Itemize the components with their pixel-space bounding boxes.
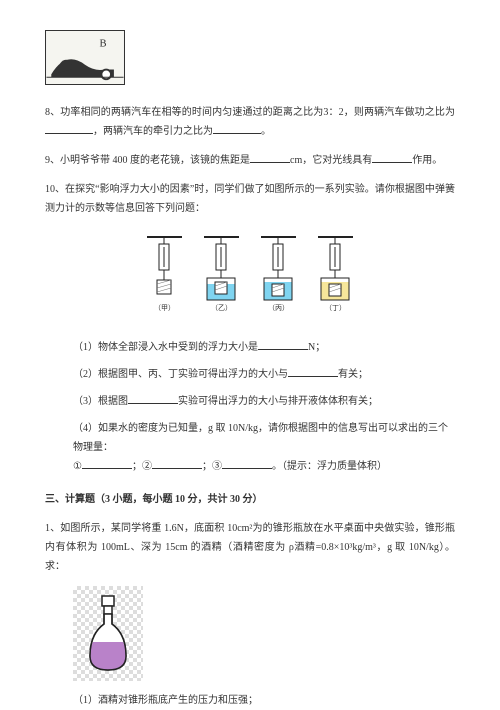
q10-sub3: （3）根据图 实验可得出浮力的大小与排开液体体积有关； bbox=[73, 392, 455, 411]
q10-s4-blank3 bbox=[222, 457, 272, 469]
q10-s1-blank bbox=[258, 338, 308, 350]
svg-text:（丁）: （丁） bbox=[325, 304, 346, 312]
q10-s2-b: 有关； bbox=[338, 369, 368, 380]
q10-s3-a: （3）根据图 bbox=[73, 396, 128, 407]
section-3-title: 三、计算题（3 小题，每小题 10 分，共计 30 分） bbox=[45, 490, 455, 509]
label-b: B bbox=[99, 38, 106, 49]
section3-q1: 1、如图所示，某同学将重 1.6N，底面积 10cm²为的锥形瓶放在水平桌面中央… bbox=[45, 519, 455, 576]
q10-s4-end: 。（提示：浮力质量体积） bbox=[272, 461, 387, 472]
svg-text:（乙）: （乙） bbox=[211, 304, 232, 312]
q9-blank-2 bbox=[372, 151, 412, 163]
q10-s2-blank bbox=[288, 365, 338, 377]
q8-text-a: 8、功率相同的两辆汽车在相等的时间内匀速通过的距离之比为3：2，则两辆汽车做功之… bbox=[45, 107, 455, 118]
q10-s4-blank2 bbox=[152, 457, 202, 469]
section3-q1-sub1: （1）酒精对锥形瓶底产生的压力和压强； bbox=[73, 691, 455, 710]
ox-cart-svg: B bbox=[46, 31, 124, 84]
q10-s1-b: N； bbox=[308, 342, 325, 353]
q8-blank-2 bbox=[213, 122, 261, 134]
q10-s4-blank1 bbox=[82, 457, 132, 469]
q10-s4-m1: ① bbox=[73, 461, 82, 472]
q8-text-c: 。 bbox=[261, 126, 271, 137]
experiment-diagram: （甲） （乙） （丙） bbox=[45, 232, 455, 324]
q9-text-c: 作用。 bbox=[412, 155, 442, 166]
flask-figure bbox=[73, 586, 143, 681]
question-9: 9、小明爷爷带 400 度的老花镜，该镜的焦距是 cm，它对光线具有 作用。 bbox=[45, 151, 455, 170]
question-10: 10、在探究“影响浮力大小的因素”时，同学们做了如图所示的一系列实验。请你根据图… bbox=[45, 180, 455, 218]
question-8: 8、功率相同的两辆汽车在相等的时间内匀速通过的距离之比为3：2，则两辆汽车做功之… bbox=[45, 103, 455, 141]
apparatus-2: （乙） bbox=[199, 232, 244, 324]
svg-text:（甲）: （甲） bbox=[154, 304, 175, 312]
q10-s2-a: （2）根据图甲、丙、丁实验可得出浮力的大小与 bbox=[73, 369, 288, 380]
q10-s1-a: （1）物体全部浸入水中受到的浮力大小是 bbox=[73, 342, 258, 353]
q9-text-b: cm，它对光线具有 bbox=[290, 155, 372, 166]
apparatus-1: （甲） bbox=[142, 232, 187, 324]
q8-text-b: ，两辆汽车的牵引力之比为 bbox=[93, 126, 213, 137]
q10-s4-m3: ；③ bbox=[202, 461, 222, 472]
svg-text:（丙）: （丙） bbox=[268, 304, 289, 312]
q10-s4-a: （4）如果水的密度为已知量，g 取 10N/kg，请你根据图中的信息写出可以求出… bbox=[73, 423, 448, 453]
q10-sub2: （2）根据图甲、丙、丁实验可得出浮力的大小与 有关； bbox=[73, 365, 455, 384]
q8-blank-1 bbox=[45, 122, 93, 134]
q10-s3-b: 实验可得出浮力的大小与排开液体体积有关； bbox=[178, 396, 378, 407]
q10-sub1: （1）物体全部浸入水中受到的浮力大小是 N； bbox=[73, 338, 455, 357]
top-illustration: B bbox=[45, 30, 125, 85]
apparatus-4: （丁） bbox=[313, 232, 358, 324]
q9-text-a: 9、小明爷爷带 400 度的老花镜，该镜的焦距是 bbox=[45, 155, 250, 166]
q10-s3-blank bbox=[128, 392, 178, 404]
apparatus-3: （丙） bbox=[256, 232, 301, 324]
q9-blank-1 bbox=[250, 151, 290, 163]
q10-sub4: （4）如果水的密度为已知量，g 取 10N/kg，请你根据图中的信息写出可以求出… bbox=[73, 419, 455, 476]
q10-s4-m2: ；② bbox=[132, 461, 152, 472]
